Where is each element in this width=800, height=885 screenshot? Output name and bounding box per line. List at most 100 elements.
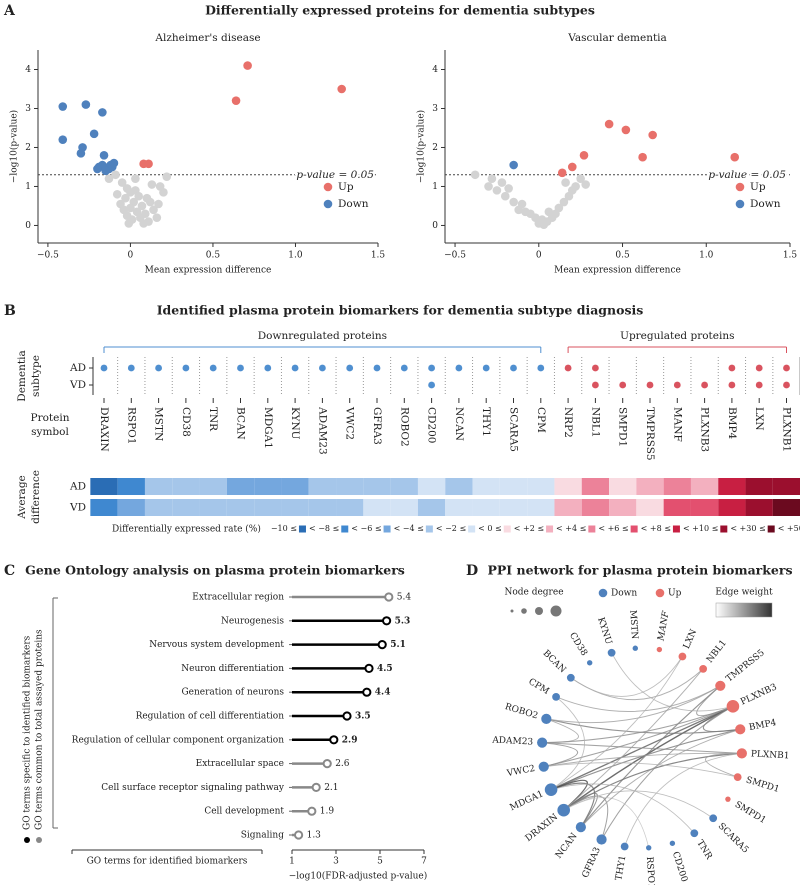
threshold-label: p-value = 0.05	[708, 169, 786, 181]
heat-cell	[90, 478, 118, 495]
node	[736, 748, 747, 759]
heat-cell	[254, 499, 282, 516]
legend-bin-label: < −4 ≤	[394, 524, 424, 533]
data-point	[112, 189, 122, 199]
data-point	[571, 182, 580, 191]
node-label: RSPO1	[644, 856, 656, 885]
group-label: Upregulated proteins	[620, 330, 734, 342]
heat-cell	[281, 499, 309, 516]
value-label: 4.4	[375, 688, 391, 698]
data-point	[544, 207, 554, 217]
edge	[542, 742, 578, 768]
heat-cell	[527, 499, 555, 516]
legend-marker	[323, 182, 333, 192]
node	[575, 822, 586, 833]
subtype-label: VD	[69, 379, 86, 391]
node-label: KYNU	[595, 616, 613, 646]
significance-dot	[346, 364, 354, 372]
value-label: 1.3	[307, 831, 322, 841]
data-point	[76, 149, 86, 158]
protein-symbol: GFRA3	[371, 407, 383, 445]
legend-label: GO terms specific to identified biomarke…	[23, 635, 33, 830]
legend-marker	[323, 199, 333, 209]
heat-cell	[144, 478, 173, 495]
significance-dot	[619, 381, 627, 389]
node-label: SCARA5	[716, 821, 751, 855]
heat-cell	[745, 478, 773, 495]
edge-weight-scale	[715, 602, 773, 618]
edge	[601, 705, 734, 840]
node	[552, 692, 560, 701]
data-point	[111, 170, 120, 180]
x-tick-label: 1.5	[371, 251, 386, 261]
data-point	[122, 211, 132, 221]
panel-label: A	[3, 3, 16, 19]
protein-symbol: THY1	[480, 407, 492, 437]
data-point	[155, 182, 165, 191]
data-point	[121, 193, 130, 203]
legend-label: Up	[750, 181, 766, 193]
category-label: Regulation of cell differentiation	[136, 712, 285, 722]
significance-dot	[646, 381, 654, 389]
heat-cell	[90, 499, 118, 516]
data-point	[576, 174, 585, 183]
x-axis-label: Mean expression difference	[554, 266, 681, 276]
data-point	[58, 102, 68, 111]
edge	[550, 696, 585, 791]
lollipop-head	[342, 711, 352, 721]
heat-cell	[609, 499, 637, 516]
heat-cell	[281, 478, 309, 495]
significance-dot	[237, 364, 244, 372]
node-label: CD200	[670, 850, 689, 883]
node	[678, 652, 687, 661]
data-point	[561, 178, 570, 187]
legend-swatch	[546, 525, 554, 533]
node	[538, 761, 549, 772]
x-tick-label: 7	[421, 857, 427, 867]
data-point	[638, 152, 647, 162]
legend-marker	[735, 182, 745, 192]
lollipop-head	[311, 782, 321, 793]
node	[709, 814, 718, 823]
node-label: TNR	[694, 839, 713, 862]
significance-dot	[127, 364, 135, 372]
legend-marker	[655, 588, 665, 598]
legend-label: Down	[750, 198, 781, 210]
heat-cell	[690, 478, 719, 495]
degree-legend-dot	[550, 605, 562, 617]
significance-dot	[400, 364, 408, 372]
protein-symbol: DRAXIN	[98, 407, 110, 452]
y-tick-label: 2	[25, 143, 31, 153]
data-point	[567, 162, 577, 172]
x-axis-label: Mean expression difference	[145, 266, 272, 276]
legend-marker	[735, 199, 745, 209]
data-point	[89, 129, 99, 139]
protein-symbol: BMP4	[726, 407, 738, 440]
category-axis-label: GO terms for identified biomarkers	[87, 857, 248, 867]
legend-marker	[36, 837, 42, 843]
heat-cell	[417, 499, 446, 516]
panel-title: Identified plasma protein biomarkers for…	[157, 303, 644, 318]
data-point	[137, 201, 147, 211]
heat-cell	[226, 478, 255, 495]
protein-symbol: TNR	[207, 407, 219, 432]
protein-symbol: MSTN	[153, 407, 165, 441]
heat-cell	[363, 478, 391, 495]
legend-title: Node degree	[504, 588, 563, 598]
heat-cell	[199, 478, 227, 495]
y-tick-label: 2	[432, 143, 438, 153]
legend-label: Down	[338, 198, 369, 210]
significance-dot	[701, 381, 708, 389]
data-point	[554, 203, 564, 213]
heat-cell	[308, 478, 337, 495]
x-tick-label: 1.0	[288, 251, 303, 261]
panel-label: B	[4, 303, 16, 319]
legend-swatch	[672, 525, 680, 533]
data-point	[521, 207, 530, 217]
node	[726, 700, 740, 713]
protein-symbol: KYNU	[289, 407, 301, 440]
y-tick-label: 3	[25, 104, 31, 114]
protein-symbol: MDGA1	[262, 407, 274, 449]
data-point	[152, 213, 162, 222]
heat-cell	[581, 478, 610, 495]
